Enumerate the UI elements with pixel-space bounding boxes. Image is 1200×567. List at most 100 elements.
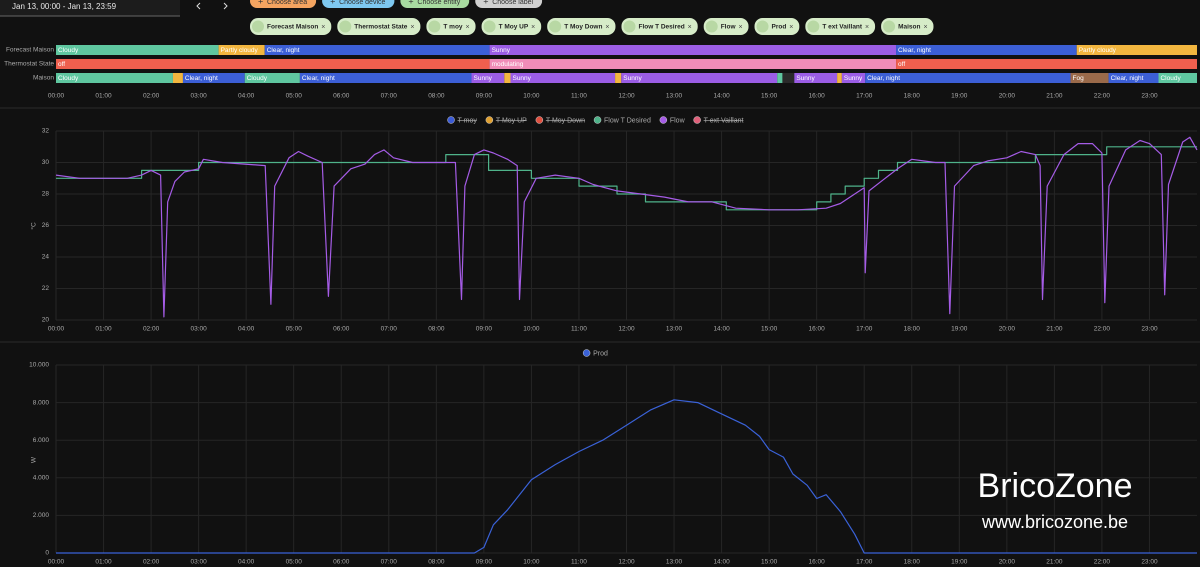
legend-swatch[interactable]: [693, 116, 701, 124]
timeline-segment[interactable]: [841, 73, 866, 83]
entity-chip[interactable]: [337, 18, 421, 35]
x-tick-label: 16:00: [809, 326, 826, 333]
chip-remove[interactable]: ×: [688, 24, 692, 31]
y-tick-label: 0: [45, 550, 49, 557]
timeline-segment[interactable]: [218, 45, 265, 55]
timeline-segment[interactable]: [896, 45, 1077, 55]
timeline-segment[interactable]: [1158, 73, 1197, 83]
entity-chip[interactable]: [426, 18, 476, 35]
chip-remove[interactable]: ×: [865, 24, 869, 31]
filter-button[interactable]: [400, 0, 470, 8]
segment-label: Sunny: [844, 75, 863, 82]
legend-label[interactable]: Prod: [593, 350, 608, 357]
legend-label[interactable]: Flow: [670, 117, 686, 124]
timeline-segment[interactable]: [837, 73, 842, 83]
x-tick-label: 01:00: [95, 93, 112, 100]
legend-swatch[interactable]: [659, 116, 668, 124]
entity-chip[interactable]: [805, 18, 876, 35]
y-tick-label: 30: [42, 159, 50, 166]
timeline-segment[interactable]: [56, 59, 490, 69]
timeline-segment[interactable]: [865, 73, 1071, 83]
x-tick-label: 05:00: [286, 93, 303, 100]
timeline-segment[interactable]: [777, 73, 783, 83]
timeline-segment[interactable]: [56, 73, 173, 83]
x-tick-label: 19:00: [951, 93, 968, 100]
x-tick-label: 18:00: [904, 559, 921, 566]
timeline-segment[interactable]: [299, 73, 472, 83]
x-tick-label: 15:00: [761, 326, 778, 333]
x-tick-label: 02:00: [143, 559, 160, 566]
entity-chip[interactable]: [547, 18, 616, 35]
timeline-segment[interactable]: [1070, 73, 1109, 83]
chip-remove[interactable]: ×: [738, 24, 742, 31]
timeline-segment[interactable]: [1076, 45, 1197, 55]
timeline-segment[interactable]: [782, 73, 795, 83]
legend-label[interactable]: T Moy UP: [496, 117, 527, 124]
y-tick-label: 32: [42, 128, 50, 135]
timeline-segment[interactable]: [182, 73, 245, 83]
legend-swatch[interactable]: [485, 116, 494, 124]
chip-remove[interactable]: ×: [321, 24, 325, 31]
x-tick-label: 16:00: [809, 559, 826, 566]
chip-remove[interactable]: ×: [605, 24, 609, 31]
timeline-segment[interactable]: [489, 45, 897, 55]
timeline-segment[interactable]: [1108, 73, 1159, 83]
x-tick-label: 13:00: [666, 93, 683, 100]
plus-icon: +: [483, 0, 488, 6]
prev-arrow[interactable]: [196, 2, 201, 10]
timeline-segment[interactable]: [172, 73, 183, 83]
x-tick-label: 12:00: [618, 93, 635, 100]
x-tick-label: 00:00: [48, 559, 65, 566]
timeline-segment[interactable]: [621, 73, 778, 83]
timeline-segment[interactable]: [615, 73, 622, 83]
legend-label[interactable]: T ext Vaillant: [704, 117, 744, 124]
entity-chip[interactable]: [621, 18, 698, 35]
timeline-segment[interactable]: [264, 45, 490, 55]
timeline-segment[interactable]: [510, 73, 616, 83]
segment-label: Sunny: [492, 47, 511, 54]
series-line: [55, 136, 1198, 318]
row-label: Forecast Maison: [6, 47, 54, 54]
entity-chip[interactable]: [881, 18, 934, 35]
chip-remove[interactable]: ×: [531, 24, 535, 31]
x-tick-label: 05:00: [286, 559, 303, 566]
x-tick-label: 08:00: [428, 93, 445, 100]
legend-label[interactable]: Flow T Desired: [604, 117, 651, 124]
filter-button[interactable]: [322, 0, 395, 8]
legend-label[interactable]: T moy: [458, 117, 478, 124]
x-tick-label: 12:00: [618, 559, 635, 566]
timeline-segment[interactable]: [56, 45, 219, 55]
timeline-segment[interactable]: [244, 73, 300, 83]
legend-label[interactable]: T Moy Down: [546, 117, 585, 124]
timeline-segment[interactable]: [471, 73, 505, 83]
series-line: [56, 399, 1197, 554]
timeline-segment[interactable]: [504, 73, 511, 83]
legend-swatch[interactable]: [447, 116, 455, 124]
row-label: Maison: [33, 75, 54, 82]
chip-remove[interactable]: ×: [923, 24, 927, 31]
filter-button-label: Choose device: [339, 0, 385, 6]
chip-remove[interactable]: ×: [410, 24, 414, 31]
legend-swatch[interactable]: [593, 116, 602, 124]
timeline-segment[interactable]: [489, 59, 897, 69]
chip-remove[interactable]: ×: [789, 24, 793, 31]
date-picker[interactable]: [0, 0, 180, 16]
y-tick-label: 6.000: [33, 437, 50, 444]
timeline-segment[interactable]: [794, 73, 838, 83]
filter-button[interactable]: [250, 0, 317, 8]
chip-remove[interactable]: ×: [466, 24, 470, 31]
x-tick-label: 03:00: [190, 93, 207, 100]
segment-label: Cloudy: [58, 75, 79, 82]
filter-button[interactable]: [475, 0, 543, 8]
timeline-segment[interactable]: [896, 59, 1197, 69]
segment-label: Clear, night: [1111, 75, 1144, 82]
entity-chip[interactable]: [481, 18, 542, 35]
x-tick-label: 23:00: [1141, 93, 1158, 100]
segment-label: Cloudy: [1160, 75, 1181, 82]
y-tick-label: 20: [42, 317, 50, 324]
legend-swatch[interactable]: [582, 349, 591, 357]
x-tick-label: 04:00: [238, 93, 255, 100]
legend-swatch[interactable]: [535, 116, 544, 124]
entity-chip[interactable]: [250, 18, 332, 35]
next-arrow[interactable]: [223, 2, 228, 10]
